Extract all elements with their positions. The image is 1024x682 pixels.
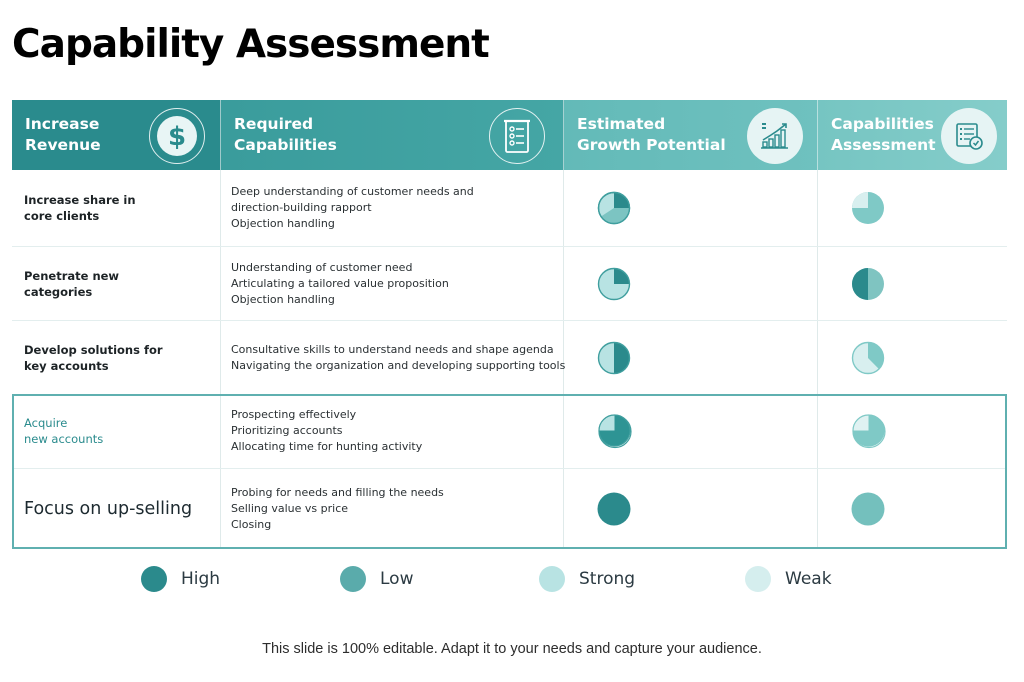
goal-cell: Acquire new accounts [12,394,221,468]
goal-cell: Develop solutions for key accounts [12,321,221,394]
capability-item: Allocating time for hunting activity [231,440,423,453]
assessment-cell [818,394,1007,468]
header-label: Increase Revenue [25,115,101,154]
harvey-ball-icon [852,267,884,300]
capability-item: direction-building rapport [231,201,372,214]
legend-dot-icon [745,566,771,592]
harvey-ball-icon [852,414,886,449]
capability-item: Prioritizing accounts [231,424,343,437]
legend-item-weak: Weak [745,566,832,592]
capability-item: Understanding of customer need [231,260,413,274]
capability-item: Consultative skills to understand needs … [231,342,554,356]
capability-item: Selling value vs price [231,501,349,515]
dollar-icon: $ [149,108,205,164]
harvey-ball-icon [597,267,631,300]
checklist-icon [489,108,545,164]
legend-label: High [181,569,221,589]
assessment-check-icon [941,108,997,164]
table-row: Focus on up-selling Probing for needs an… [12,469,1007,548]
assessment-cell [818,321,1007,394]
header-capabilities-assessment: Capabilities Assessment [818,100,1007,170]
capability-item: Prospecting effectively [231,408,357,421]
capability-item: Articulating a tailored value propositio… [231,276,449,290]
capability-item: Navigating the organization and developi… [231,358,566,372]
growth-cell [564,469,818,548]
capability-item: Objection handling [231,217,335,230]
harvey-ball-icon [852,192,884,224]
goal-cell: Penetrate new categories [12,247,221,320]
harvey-ball-icon [597,341,631,374]
legend-label: Low [380,569,414,589]
growth-cell [564,394,818,468]
legend-item-high: High [141,566,220,592]
table-header: Increase Revenue $ Required Capabilities [12,100,1007,170]
assessment-cell [818,247,1007,320]
table-row: Increase share in core clients Deep unde… [12,170,1007,247]
legend-item-low: Low [340,566,413,592]
header-label: Estimated Growth Potential [577,115,726,154]
header-label: Required Capabilities [234,115,337,154]
legend-dot-icon [141,566,167,592]
header-increase-revenue: Increase Revenue $ [12,100,221,170]
capabilities-cell: Deep understanding of customer needs and… [221,170,564,246]
header-required-capabilities: Required Capabilities [221,100,564,170]
capabilities-cell: Understanding of customer need Articulat… [221,247,564,320]
harvey-ball-icon [598,414,632,449]
goal-cell: Focus on up-selling [12,469,221,548]
growth-cell [564,170,818,246]
legend-item-strong: Strong [539,566,635,592]
header-estimated-growth-potential: Estimated Growth Potential [564,100,818,170]
legend-dot-icon [340,566,366,592]
header-label: Capabilities Assessment [831,115,936,154]
legend-dot-icon [539,566,565,592]
harvey-ball-icon [597,191,631,225]
footer-note: This slide is 100% editable. Adapt it to… [262,641,762,657]
capabilities-cell: Consultative skills to understand needs … [221,321,566,394]
harvey-ball-icon [851,492,885,525]
growth-cell [564,321,818,394]
capability-table: Increase Revenue $ Required Capabilities [12,100,1007,548]
capabilities-cell: Prospecting effectively Prioritizing acc… [221,394,564,468]
harvey-ball-icon [597,492,631,525]
legend-label: Strong [579,569,636,589]
table-row: Acquire new accounts Prospecting effecti… [12,394,1007,469]
capability-item: Closing [231,517,272,531]
page-title: Capability Assessment [12,22,490,67]
capability-item: Deep understanding of customer needs and [231,185,474,198]
capability-item: Probing for needs and filling the needs [231,485,444,499]
harvey-ball-icon [851,341,885,374]
assessment-cell [818,469,1007,548]
growth-chart-icon [747,108,803,164]
legend: High Low Strong Weak [0,566,1024,596]
goal-cell: Increase share in core clients [12,170,221,246]
table-row: Penetrate new categories Understanding o… [12,247,1007,321]
assessment-cell [818,170,1007,246]
legend-label: Weak [785,569,832,589]
growth-cell [564,247,818,320]
svg-text:$: $ [168,122,186,152]
capabilities-cell: Probing for needs and filling the needs … [221,469,564,548]
table-row: Develop solutions for key accounts Consu… [12,321,1007,394]
capability-item: Objection handling [231,292,335,306]
